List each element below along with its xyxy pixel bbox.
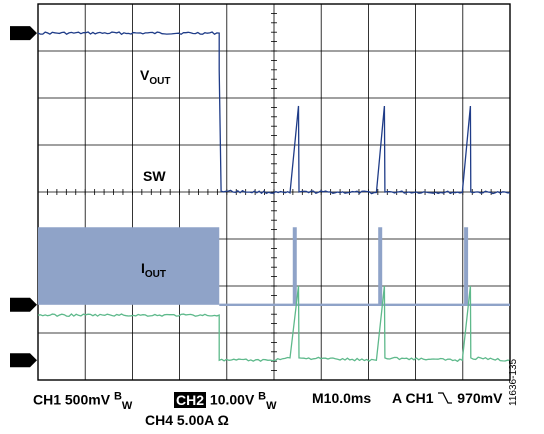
ch4-scale: CH4 5.00A Ω (145, 412, 229, 428)
falling-edge-icon (437, 390, 457, 406)
channel-marker-label: 2 (17, 298, 24, 312)
sw-switching-burst (38, 227, 219, 305)
ch2-scale: 10.00V (210, 392, 254, 408)
channel-marker-label: 4 (17, 354, 24, 368)
ch1-scale: CH1 500mV (33, 392, 110, 408)
sw-pulse (378, 227, 382, 305)
sw-pulse (464, 227, 468, 305)
channel-marker-label: 1 (17, 27, 24, 41)
sw-label: SW (143, 168, 166, 184)
status-ch2: CH2 10.00V BW (174, 390, 277, 411)
timebase: M10.0ms (312, 390, 371, 406)
bandwidth-limit-2: BW (258, 392, 276, 408)
trigger-level: 970mV (457, 390, 502, 406)
vout-label: VOUT (140, 67, 170, 87)
bandwidth-limit-1: BW (114, 392, 132, 408)
sw-pulse (293, 227, 297, 305)
figure-id: 11636-135 (508, 359, 519, 406)
ch2-tag: CH2 (174, 392, 206, 408)
channel-markers: 1 2 4 (10, 26, 37, 368)
trigger-source: A CH1 (392, 390, 434, 406)
status-line-1: CH1 500mV BW (33, 390, 132, 411)
trigger-readout: A CH1 970mV (392, 390, 502, 406)
scope-grid (38, 4, 510, 380)
